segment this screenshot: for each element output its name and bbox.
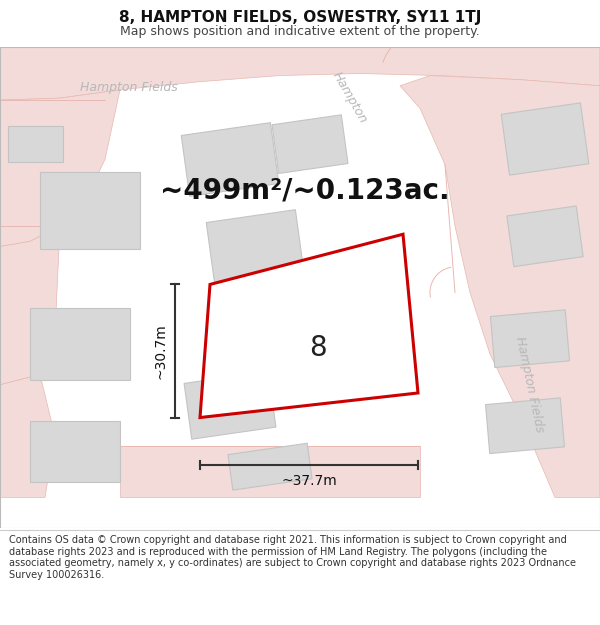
Text: ~30.7m: ~30.7m — [154, 323, 168, 379]
Polygon shape — [0, 90, 120, 246]
Polygon shape — [501, 103, 589, 175]
Text: Hampton: Hampton — [330, 70, 370, 126]
Polygon shape — [228, 443, 312, 490]
Polygon shape — [272, 115, 348, 174]
Polygon shape — [206, 210, 304, 283]
Polygon shape — [7, 126, 62, 162]
Polygon shape — [184, 371, 276, 439]
Polygon shape — [400, 76, 600, 498]
Text: 8: 8 — [309, 334, 326, 362]
Text: Contains OS data © Crown copyright and database right 2021. This information is : Contains OS data © Crown copyright and d… — [9, 535, 576, 580]
Text: 8, HAMPTON FIELDS, OSWESTRY, SY11 1TJ: 8, HAMPTON FIELDS, OSWESTRY, SY11 1TJ — [119, 10, 481, 25]
Polygon shape — [0, 374, 55, 498]
Text: ~37.7m: ~37.7m — [281, 474, 337, 488]
Polygon shape — [30, 308, 130, 379]
Polygon shape — [120, 446, 420, 498]
Polygon shape — [490, 310, 569, 368]
Polygon shape — [181, 122, 279, 196]
Polygon shape — [226, 299, 334, 379]
Polygon shape — [0, 47, 600, 100]
Text: Map shows position and indicative extent of the property.: Map shows position and indicative extent… — [120, 26, 480, 39]
Polygon shape — [0, 226, 60, 385]
Text: ~499m²/~0.123ac.: ~499m²/~0.123ac. — [160, 176, 450, 204]
Text: Hampton Fields: Hampton Fields — [514, 336, 547, 434]
Polygon shape — [507, 206, 583, 267]
Polygon shape — [40, 173, 140, 249]
Bar — [0, 47, 600, 528]
Polygon shape — [485, 398, 565, 454]
Text: Hampton Fields: Hampton Fields — [80, 81, 178, 94]
Polygon shape — [30, 421, 120, 482]
Polygon shape — [200, 234, 418, 418]
